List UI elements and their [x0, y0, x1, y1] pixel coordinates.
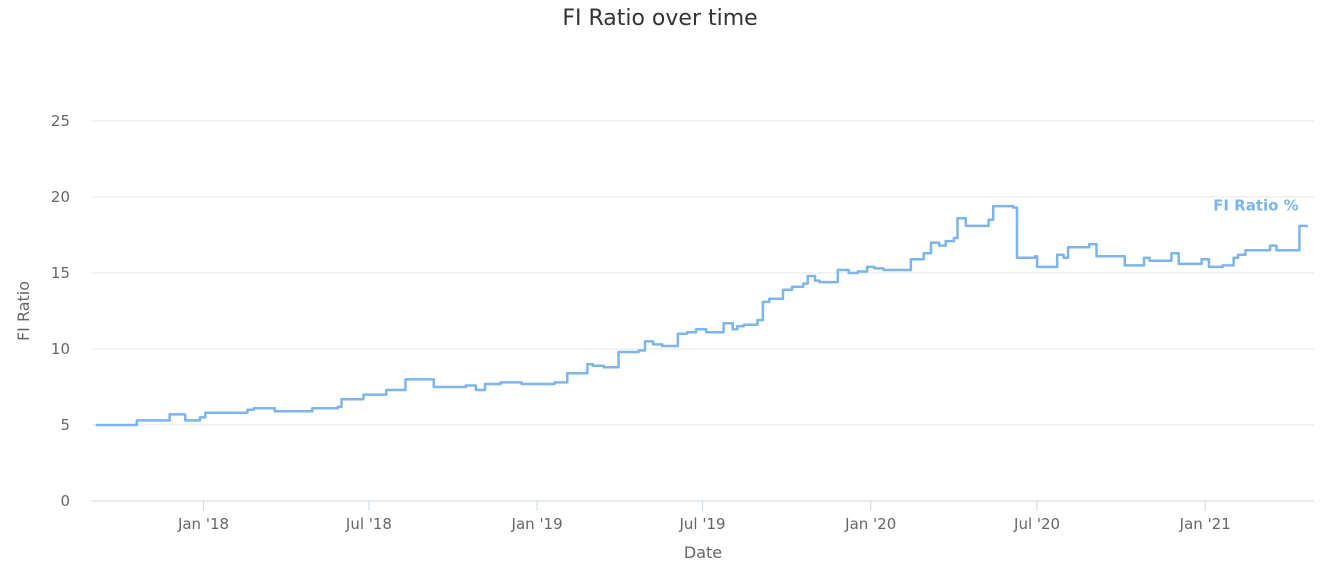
y-tick-label: 20 — [51, 188, 70, 206]
series-line — [95, 204, 1308, 427]
y-axis-ticks: 0 5 10 15 20 25 — [51, 112, 70, 510]
x-tick-label: Jul '19 — [679, 515, 726, 533]
x-axis-label: Date — [684, 543, 722, 562]
y-tick-label: 25 — [51, 112, 70, 130]
y-tick-label: 15 — [51, 264, 70, 282]
x-tick-label: Jul '20 — [1013, 515, 1060, 533]
x-tick-label: Jan '18 — [177, 515, 229, 533]
y-axis-label: FI Ratio — [14, 281, 33, 341]
series-layer: FI Ratio % — [95, 196, 1308, 427]
chart-title: FI Ratio over time — [562, 6, 757, 31]
x-axis: Jan '18 Jul '18 Jan '19 Jul '19 Jan '20 Jul '… — [92, 500, 1314, 533]
y-tick-label: 5 — [60, 416, 70, 434]
x-tick-label: Jan '20 — [844, 515, 896, 533]
grid — [92, 120, 1314, 426]
x-tick-label: Jan '21 — [1179, 515, 1231, 533]
y-tick-label: 10 — [51, 340, 70, 358]
y-tick-label: 0 — [60, 492, 70, 510]
series-name-label: FI Ratio % — [1213, 196, 1299, 214]
x-tick-label: Jan '19 — [511, 515, 563, 533]
x-tick-label: Jul '18 — [345, 515, 392, 533]
